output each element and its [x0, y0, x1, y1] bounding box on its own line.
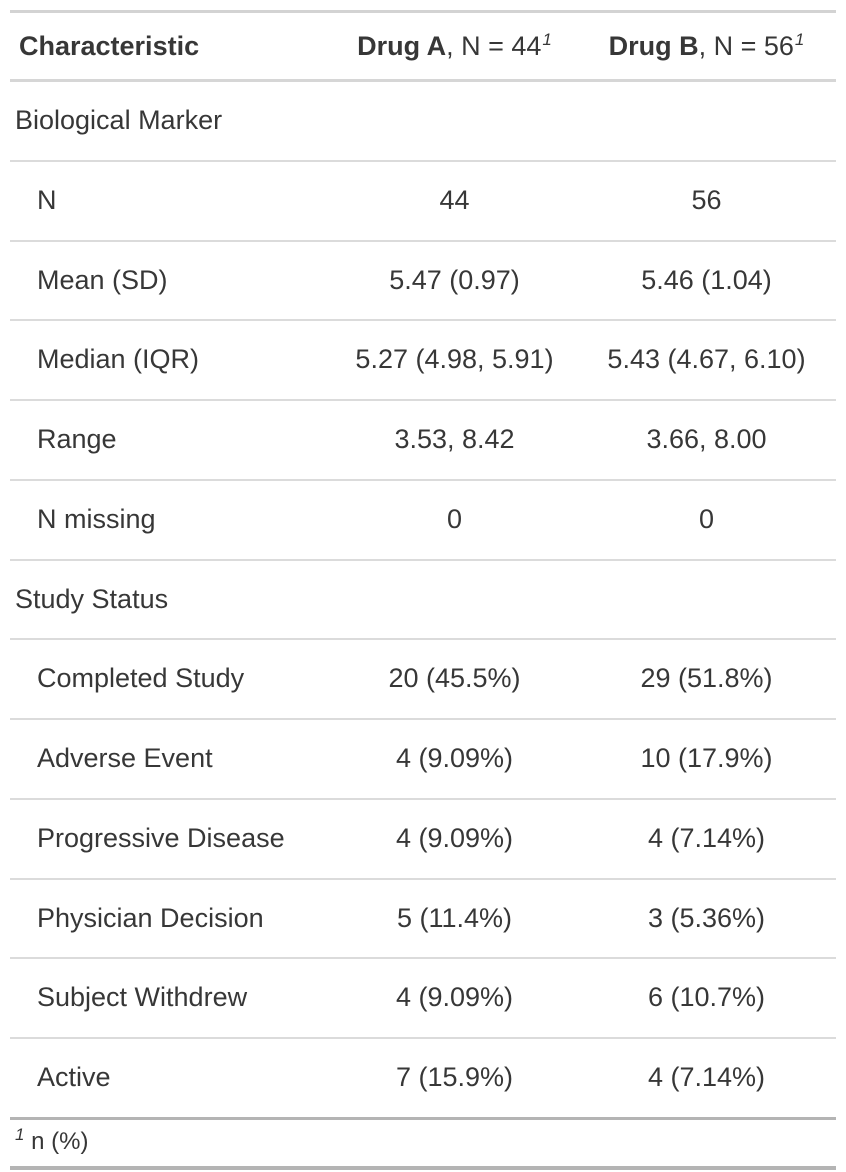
table-row: Adverse Event 4 (9.09%) 10 (17.9%) — [10, 719, 836, 799]
drug-a-value: 4 (9.09%) — [395, 743, 514, 773]
drug-a-value: 5.27 (4.98, 5.91) — [355, 344, 554, 375]
drug-a-value: 5.47 (0.97) — [389, 264, 520, 295]
drug-b-value: 10 (17.9%) — [640, 743, 773, 773]
drug-a-value: 4 (9.09%) — [395, 982, 514, 1013]
drug-b-value: 5.43 (4.67, 6.10) — [607, 344, 806, 375]
row-label: Median (IQR) — [37, 344, 200, 375]
table-row: Physician Decision 5 (11.4%) 3 (5.36%) — [10, 879, 836, 959]
row-label: N missing — [37, 503, 156, 534]
table-row: Median (IQR) 5.27 (4.98, 5.91) 5.43 (4.6… — [10, 320, 836, 400]
footnote-mark: 1 — [542, 30, 552, 49]
table-row: Progressive Disease 4 (9.09%) 4 (7.14%) — [10, 799, 836, 879]
row-label: Physician Decision — [37, 902, 264, 933]
drug-b-value: 4 (7.14%) — [647, 1062, 766, 1092]
row-label: Active — [37, 1062, 111, 1092]
table-row: Active 7 (15.9%) 4 (7.14%) — [10, 1038, 836, 1118]
drug-b-value: 3 (5.36%) — [647, 902, 766, 933]
drug-a-value: 20 (45.5%) — [388, 663, 521, 694]
table-row: Completed Study 20 (45.5%) 29 (51.8%) — [10, 639, 836, 719]
table-header: Characteristic Drug A, N = 441 Drug B, N… — [10, 11, 836, 82]
footnote-text: n (%) — [31, 1127, 89, 1155]
group-row: Biological Marker — [10, 81, 836, 161]
table-row: N 44 56 — [10, 161, 836, 241]
footnote: 1 n (%) — [10, 1116, 836, 1168]
drug-a-value: 5 (11.4%) — [396, 902, 513, 933]
footnote-mark: 1 — [15, 1124, 25, 1144]
row-label: Adverse Event — [37, 743, 213, 773]
column-header-drug-a: Drug A, N = 441 — [332, 11, 577, 82]
table-row: Mean (SD) 5.47 (0.97) 5.46 (1.04) — [10, 241, 836, 321]
drug-b-n: , N = 56 — [698, 31, 794, 61]
drug-a-value: 4 (9.09%) — [395, 822, 514, 853]
column-header-drug-b: Drug B, N = 561 — [577, 11, 836, 82]
drug-b-value: 4 (7.14%) — [647, 822, 766, 853]
footnote-mark: 1 — [794, 30, 805, 49]
table-row: Subject Withdrew 4 (9.09%) 6 (10.7%) — [10, 958, 836, 1038]
drug-b-value: 6 (10.7%) — [647, 982, 766, 1013]
row-label: N — [37, 184, 57, 215]
drug-b-value: 0 — [698, 503, 715, 534]
drug-b-value: 29 (51.8%) — [640, 663, 773, 694]
row-label: Mean (SD) — [37, 264, 168, 295]
header-row: Characteristic Drug A, N = 441 Drug B, N… — [10, 11, 836, 82]
drug-a-name: Drug A — [357, 31, 447, 61]
footnote-row: 1 n (%) — [10, 1116, 836, 1168]
drug-b-value: 56 — [691, 184, 722, 215]
row-label: Progressive Disease — [37, 822, 285, 853]
drug-b-value — [577, 560, 836, 640]
table-row: Range 3.53, 8.42 3.66, 8.00 — [10, 400, 836, 480]
drug-b-name: Drug B — [608, 31, 699, 61]
summary-table: Characteristic Drug A, N = 441 Drug B, N… — [10, 10, 836, 1170]
row-label: Study Status — [15, 583, 169, 614]
drug-b-value: 5.46 (1.04) — [641, 264, 772, 295]
drug-a-value: 3.53, 8.42 — [394, 424, 515, 454]
group-row: Study Status — [10, 560, 836, 640]
drug-a-value: 44 — [439, 184, 470, 215]
drug-a-value: 0 — [446, 503, 463, 534]
row-label: Range — [37, 424, 117, 454]
column-header-characteristic: Characteristic — [10, 11, 332, 82]
row-label: Completed Study — [37, 663, 245, 694]
row-label: Subject Withdrew — [37, 982, 248, 1013]
drug-a-value — [332, 560, 577, 640]
drug-a-value: 7 (15.9%) — [395, 1062, 514, 1092]
table-footer: 1 n (%) — [10, 1116, 836, 1168]
drug-b-value: 3.66, 8.00 — [646, 424, 767, 454]
drug-a-value — [332, 81, 577, 161]
drug-a-n: , N = 44 — [446, 31, 542, 61]
table-row: N missing 0 0 — [10, 480, 836, 560]
table-body: Biological Marker N 44 56 Mean (SD) 5.47… — [10, 81, 836, 1119]
row-label: Biological Marker — [15, 105, 223, 135]
drug-b-value — [577, 81, 836, 161]
